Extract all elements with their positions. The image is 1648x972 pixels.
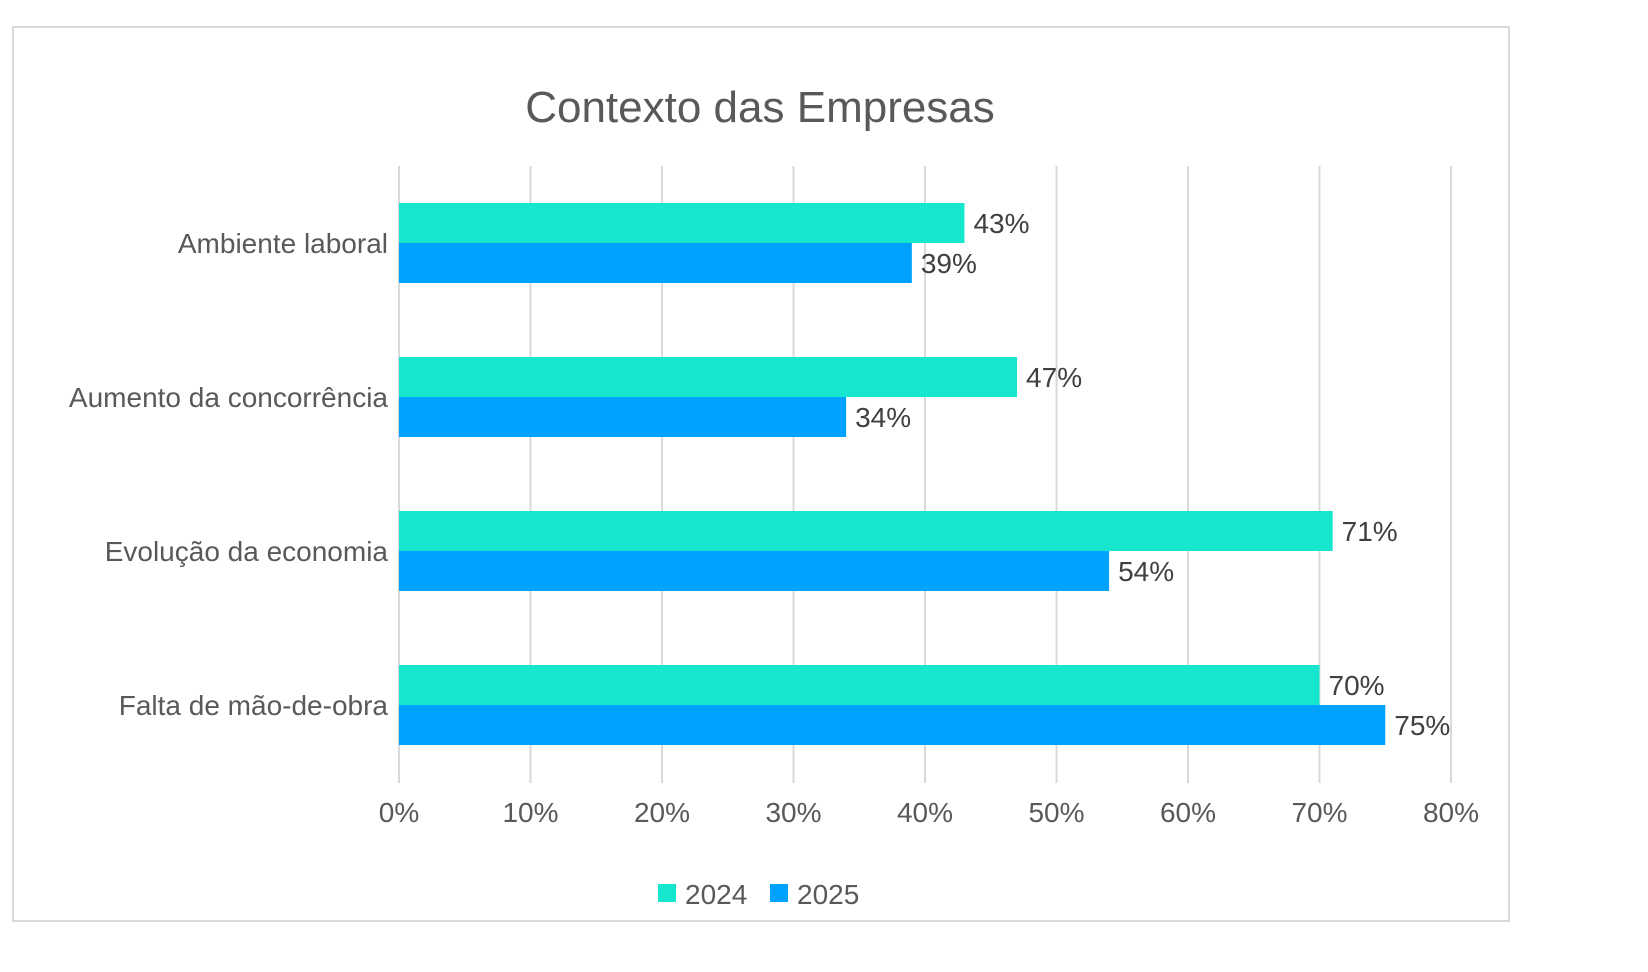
x-tick-label: 60% <box>1160 797 1216 828</box>
x-tick-label: 30% <box>765 797 821 828</box>
x-tick-label: 20% <box>634 797 690 828</box>
data-label: 54% <box>1118 556 1174 587</box>
data-label: 70% <box>1329 670 1385 701</box>
labels: 0% 10% 20% 30% 40% 50% 60% 70% 80% 43% 39% Ambiente… <box>69 208 1479 828</box>
bar-2025 <box>399 397 847 437</box>
x-tick-label: 80% <box>1423 797 1479 828</box>
bar-2024 <box>399 511 1333 551</box>
legend-label: 2024 <box>685 879 747 910</box>
data-label: 75% <box>1394 710 1450 741</box>
x-tick-label: 70% <box>1291 797 1347 828</box>
data-label: 43% <box>973 208 1029 239</box>
bar-2024 <box>399 357 1018 397</box>
bars <box>399 203 1386 745</box>
category-label: Evolução da economia <box>105 536 389 567</box>
category-label: Ambiente laboral <box>178 228 388 259</box>
bar-2024 <box>399 665 1320 705</box>
x-tick-label: 50% <box>1028 797 1084 828</box>
bar-2025 <box>399 551 1110 591</box>
x-tick-label: 10% <box>502 797 558 828</box>
category-label: Aumento da concorrência <box>69 382 389 413</box>
data-label: 34% <box>855 402 911 433</box>
legend: 2024 2025 <box>658 879 859 910</box>
data-label: 71% <box>1342 516 1398 547</box>
chart-frame <box>12 26 1510 922</box>
legend-swatch-2024 <box>658 884 676 902</box>
chart-title: Contexto das Empresas <box>525 83 995 132</box>
category-label: Falta de mão-de-obra <box>119 690 389 721</box>
bar-2024 <box>399 203 965 243</box>
x-tick-label: 0% <box>379 797 419 828</box>
legend-swatch-2025 <box>770 884 788 902</box>
data-label: 39% <box>921 248 977 279</box>
legend-label: 2025 <box>797 879 859 910</box>
bar-2025 <box>399 705 1386 745</box>
x-tick-label: 40% <box>897 797 953 828</box>
data-label: 47% <box>1026 362 1082 393</box>
bar-2025 <box>399 243 912 283</box>
